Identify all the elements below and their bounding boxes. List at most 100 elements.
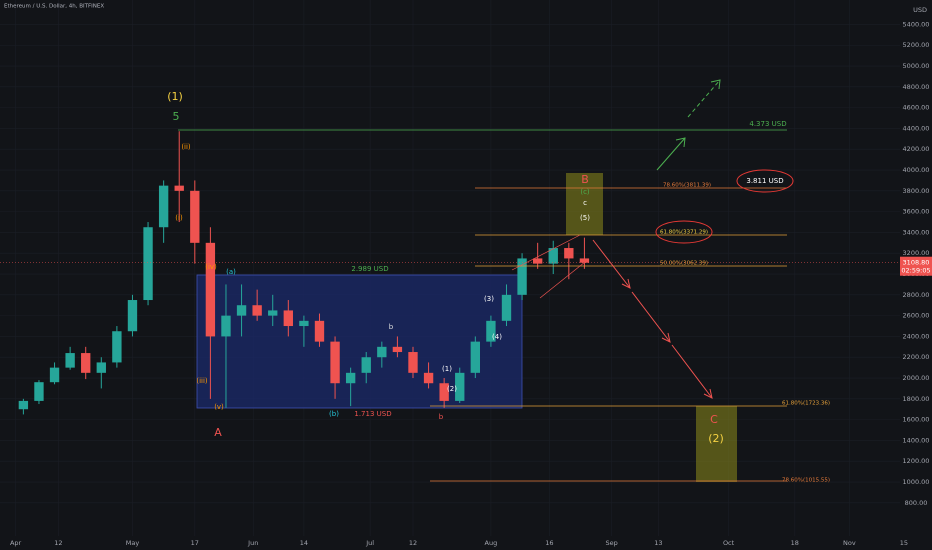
candle-body bbox=[190, 190, 200, 243]
y-tick-label: 4000.00 bbox=[903, 166, 930, 174]
chart-title: Ethereum / U.S. Dollar, 4h, BITFINEX bbox=[4, 4, 104, 10]
fib-label: 78.60%(3811.39) bbox=[663, 183, 711, 189]
wave-label: C bbox=[710, 413, 718, 426]
wave-label: (4) bbox=[492, 333, 502, 341]
candle-body bbox=[112, 331, 122, 363]
y-tick-label: 3800.00 bbox=[903, 187, 930, 195]
wave-label: (c) bbox=[580, 188, 590, 196]
range-box bbox=[196, 274, 523, 409]
y-tick-label: 1600.00 bbox=[903, 416, 930, 424]
candle-body bbox=[345, 372, 356, 384]
candle-body bbox=[439, 383, 449, 401]
candle-body bbox=[252, 305, 262, 316]
candle-body bbox=[423, 372, 434, 384]
wave-label: (1) bbox=[167, 90, 183, 103]
y-tick-label: 1000.00 bbox=[903, 478, 930, 486]
candle-body bbox=[579, 258, 590, 263]
axis-unit: USD bbox=[913, 6, 927, 14]
y-tick-label: 4200.00 bbox=[903, 145, 930, 153]
candle-body bbox=[65, 353, 75, 368]
fib-label: 50.00%(3062.39) bbox=[660, 261, 708, 267]
wave-label: b bbox=[389, 323, 394, 331]
candle-body bbox=[408, 352, 418, 373]
x-tick-label: 18 bbox=[791, 539, 799, 547]
x-tick-label: Sep bbox=[606, 539, 618, 547]
last-price-box bbox=[900, 256, 932, 276]
x-tick-label: Aug bbox=[485, 539, 498, 547]
candle-body bbox=[548, 248, 558, 264]
y-tick-label: 1400.00 bbox=[903, 436, 930, 444]
fib-label: 78.60%(1015.55) bbox=[782, 478, 830, 484]
candle-body bbox=[532, 258, 543, 264]
candle-body bbox=[127, 300, 138, 332]
candle-body bbox=[564, 248, 574, 259]
y-tick-label: 5400.00 bbox=[903, 20, 930, 28]
x-tick-label: 15 bbox=[900, 539, 908, 547]
y-tick-label: 4800.00 bbox=[903, 83, 930, 91]
last-price-label: 3108.80 bbox=[903, 259, 930, 267]
wave-label: (iii) bbox=[196, 377, 208, 385]
axes: 800.00 1000.00 1200.00 1400.00 1600.00 1800.0… bbox=[0, 20, 932, 547]
x-tick-label: 16 bbox=[545, 539, 553, 547]
countdown-label: 02:59:05 bbox=[901, 267, 930, 275]
candle-body bbox=[455, 372, 465, 401]
candle-body bbox=[283, 310, 293, 327]
fib-label: 61.80%(3371.29) bbox=[660, 230, 708, 236]
x-tick-label: Apr bbox=[10, 539, 22, 547]
wave-label: (2) bbox=[447, 385, 457, 393]
channel-line bbox=[539, 261, 586, 299]
candle-body bbox=[392, 346, 403, 353]
highlight-ellipse bbox=[655, 220, 713, 244]
candles bbox=[18, 131, 590, 415]
y-tick-label: 5200.00 bbox=[903, 41, 930, 49]
x-tick-label: 14 bbox=[300, 539, 308, 547]
x-tick-label: Oct bbox=[723, 539, 735, 547]
candle-body bbox=[486, 320, 496, 342]
time-axis bbox=[0, 536, 932, 550]
wave-label: (b) bbox=[329, 410, 339, 418]
wave-label: (3) bbox=[484, 295, 494, 303]
wave-label: c bbox=[583, 199, 587, 207]
candle-body bbox=[96, 362, 106, 373]
y-tick-label: 1200.00 bbox=[903, 457, 930, 465]
arrow-up bbox=[656, 79, 721, 171]
wave-label: (i) bbox=[175, 214, 183, 222]
x-tick-label: Jun bbox=[247, 539, 258, 547]
x-tick-label: 12 bbox=[54, 539, 62, 547]
wave-label: B bbox=[581, 173, 589, 186]
target-box-c bbox=[696, 406, 737, 482]
candle-body bbox=[377, 346, 387, 358]
price-note: 1.713 USD bbox=[354, 410, 391, 418]
x-tick-label: May bbox=[126, 539, 140, 547]
candle-body bbox=[34, 382, 44, 401]
y-tick-label: 5000.00 bbox=[903, 62, 930, 70]
x-tick-label: Nov bbox=[843, 539, 856, 547]
candle-body bbox=[361, 357, 371, 373]
wave-label: (a) bbox=[226, 268, 236, 276]
candle-body bbox=[501, 294, 512, 321]
fib-label: 61.80%(1723.36) bbox=[782, 401, 830, 407]
y-tick-label: 2800.00 bbox=[903, 291, 930, 299]
wave-label: b bbox=[439, 413, 444, 421]
y-tick-label: 800.00 bbox=[905, 499, 928, 507]
candle-body bbox=[517, 258, 527, 295]
candle-body bbox=[18, 400, 29, 410]
candle-body bbox=[143, 227, 153, 301]
x-tick-label: Jul bbox=[365, 539, 374, 547]
price-note: 2.989 USD bbox=[351, 265, 388, 273]
candle-body bbox=[268, 310, 278, 316]
wave-label: (iv) bbox=[205, 263, 217, 271]
candle-body bbox=[205, 242, 216, 337]
wave-label: A bbox=[214, 426, 222, 439]
y-tick-label: 4600.00 bbox=[903, 104, 930, 112]
candle-body bbox=[236, 305, 247, 316]
arrow-down bbox=[592, 239, 713, 399]
candle-body bbox=[314, 320, 325, 342]
candle-body bbox=[221, 315, 231, 337]
y-tick-label: 4400.00 bbox=[903, 124, 930, 132]
candle-body bbox=[174, 185, 184, 191]
wave-label: (5) bbox=[580, 214, 590, 222]
y-tick-label: 2000.00 bbox=[903, 374, 930, 382]
y-tick-label: 3400.00 bbox=[903, 228, 930, 236]
